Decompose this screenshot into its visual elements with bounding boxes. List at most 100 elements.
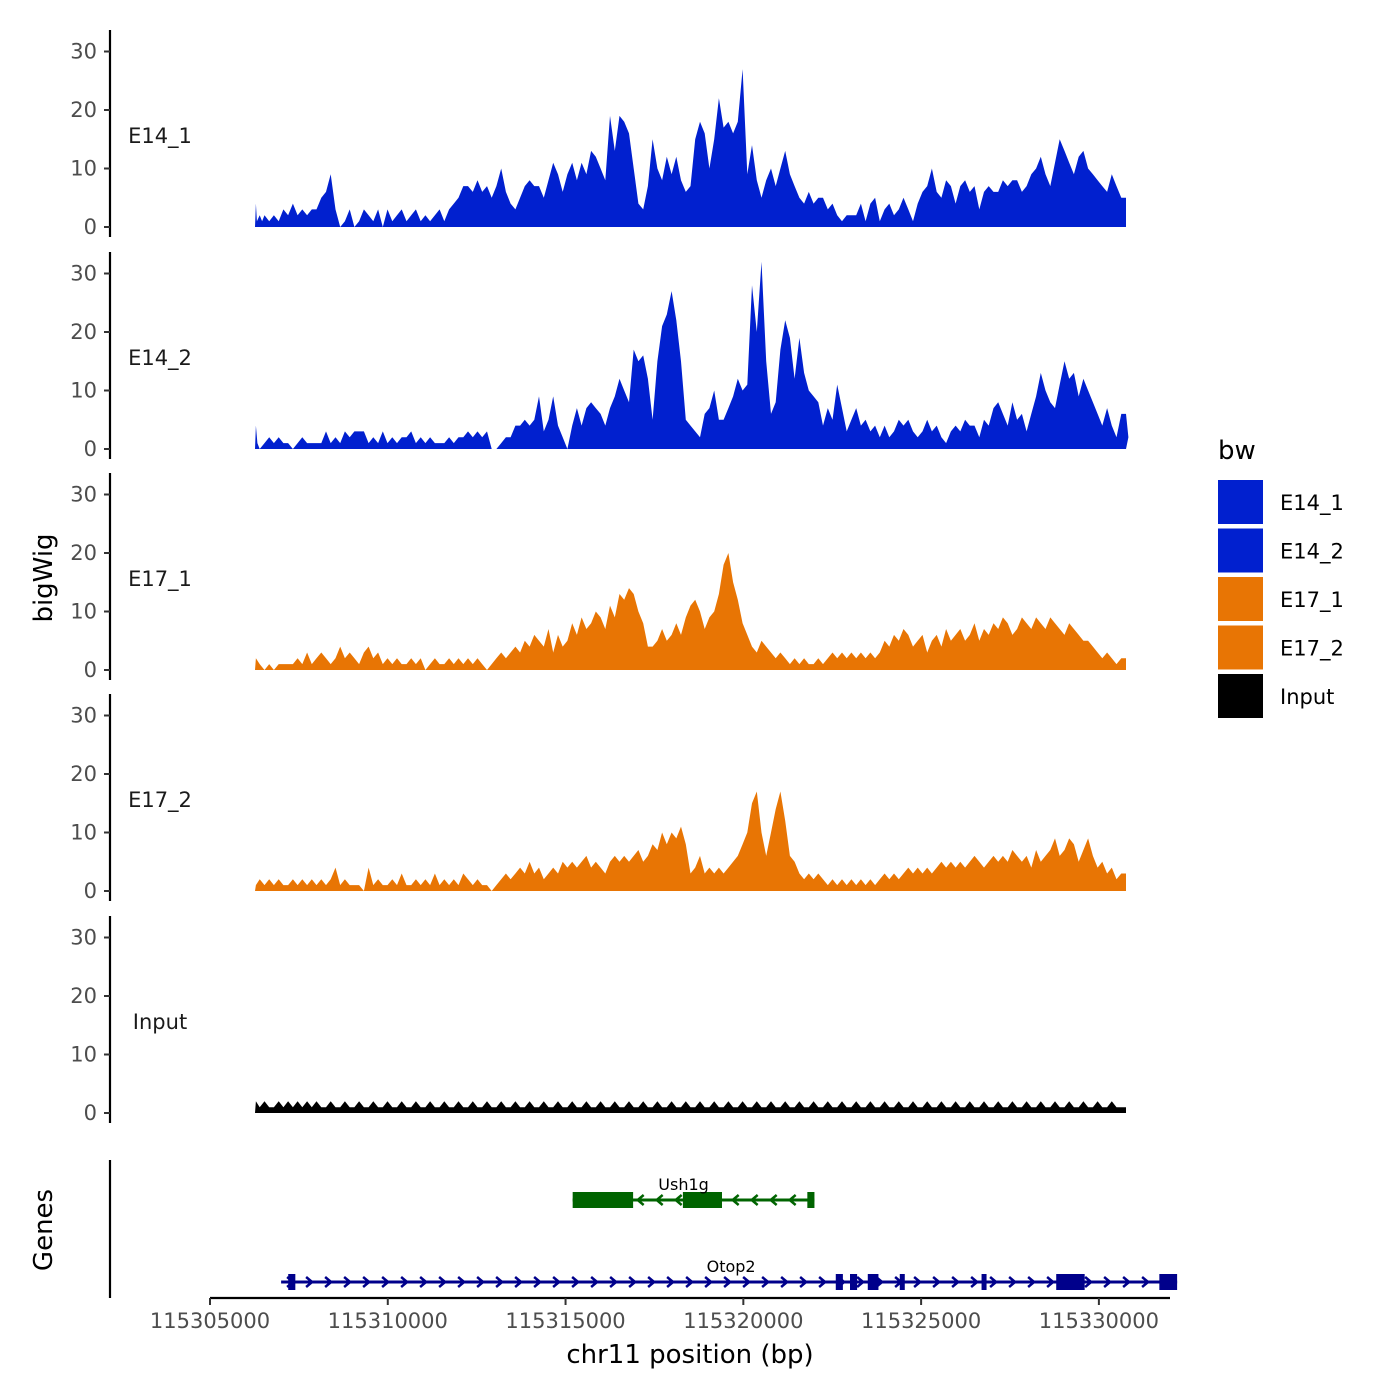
- strand-chevron: [768, 1194, 778, 1206]
- legend-swatch: [1218, 577, 1263, 621]
- strand-chevron: [438, 1276, 448, 1288]
- legend-item: E14_2: [1218, 528, 1344, 573]
- x-tick-label: 115330000: [1039, 1309, 1159, 1333]
- area-input: [255, 1101, 1126, 1113]
- y-tick-label: 0: [84, 437, 97, 461]
- strand-chevron: [1122, 1276, 1132, 1288]
- track-label: E17_1: [128, 567, 192, 592]
- y-tick-label: 20: [70, 541, 97, 565]
- legend-title: bw: [1218, 436, 1256, 466]
- track-label: E14_2: [128, 346, 192, 371]
- x-tick-label: 115305000: [150, 1309, 270, 1333]
- strand-chevron: [628, 1276, 638, 1288]
- legend-label: E17_1: [1280, 588, 1344, 613]
- strand-chevron: [324, 1276, 334, 1288]
- strand-chevron: [780, 1276, 790, 1288]
- gene-exon: [1056, 1274, 1085, 1290]
- track-e17-2: 0 10 20 30 E17_2: [70, 694, 1126, 903]
- gene-exon: [850, 1274, 858, 1290]
- legend-swatch: [1218, 625, 1263, 670]
- strand-chevron: [989, 1276, 999, 1288]
- strand-chevron: [742, 1276, 752, 1288]
- strand-chevron: [590, 1276, 600, 1288]
- strand-chevron: [609, 1276, 619, 1288]
- x-tick-label: 115320000: [683, 1309, 803, 1333]
- y-tick-label: 0: [84, 1101, 97, 1125]
- gene-exon: [981, 1274, 987, 1290]
- strand-chevron: [495, 1276, 505, 1288]
- legend-swatch: [1218, 480, 1263, 524]
- gene-label: Ush1g: [658, 1175, 709, 1194]
- strand-chevron: [476, 1276, 486, 1288]
- track-label: E17_2: [128, 788, 192, 813]
- gene-ush1g: Ush1g: [572, 1175, 815, 1208]
- strand-chevron: [799, 1276, 809, 1288]
- gene-exon: [807, 1192, 815, 1208]
- strand-chevron: [571, 1276, 581, 1288]
- track-e14-2: 0 10 20 30 E14_2: [70, 252, 1129, 461]
- x-axis-title: chr11 position (bp): [566, 1340, 813, 1370]
- strand-chevron: [970, 1276, 980, 1288]
- strand-chevron: [1046, 1276, 1056, 1288]
- strand-chevron: [761, 1276, 771, 1288]
- strand-chevron: [673, 1194, 683, 1206]
- legend-label: Input: [1280, 685, 1334, 709]
- gene-exon: [682, 1192, 722, 1208]
- y-tick-label: 20: [70, 98, 97, 122]
- y-tick-label: 0: [84, 215, 97, 239]
- gene-track: Ush1g Otop2: [108, 1160, 1178, 1298]
- x-tick-label: 115325000: [861, 1309, 981, 1333]
- legend-label: E14_2: [1280, 540, 1344, 565]
- y-tick-label: 10: [70, 600, 97, 624]
- legend-label: E14_1: [1280, 491, 1344, 516]
- gene-exon: [1159, 1274, 1178, 1290]
- strand-chevron: [913, 1276, 923, 1288]
- gene-exon: [835, 1274, 843, 1290]
- strand-chevron: [647, 1276, 657, 1288]
- y-tick-label: 10: [70, 157, 97, 181]
- y-tick-label: 30: [70, 926, 97, 950]
- legend-item: E17_2: [1218, 625, 1344, 670]
- strand-chevron: [1008, 1276, 1018, 1288]
- strand-chevron: [514, 1276, 524, 1288]
- gene-exon: [288, 1274, 296, 1290]
- strand-chevron: [654, 1194, 664, 1206]
- y-tick-label: 10: [70, 821, 97, 845]
- strand-chevron: [635, 1194, 645, 1206]
- strand-chevron: [730, 1194, 740, 1206]
- y-tick-label: 20: [70, 762, 97, 786]
- strand-chevron: [305, 1276, 315, 1288]
- strand-chevron: [749, 1194, 759, 1206]
- y-tick-label: 30: [70, 40, 97, 64]
- legend-item: Input: [1218, 674, 1334, 718]
- strand-chevron: [787, 1194, 797, 1206]
- strand-chevron: [457, 1276, 467, 1288]
- strand-chevron: [381, 1276, 391, 1288]
- y-axis-title: bigWig: [29, 533, 59, 622]
- strand-chevron: [419, 1276, 429, 1288]
- area-e14-2: [255, 261, 1129, 449]
- x-tick-label: 115315000: [505, 1309, 625, 1333]
- strand-chevron: [533, 1276, 543, 1288]
- genes-axis-title: Genes: [29, 1189, 59, 1271]
- gene-exon: [572, 1192, 634, 1208]
- track-input: 0 10 20 30 Input: [70, 916, 1126, 1125]
- x-tick-label: 115310000: [328, 1309, 448, 1333]
- gene-exon: [899, 1274, 905, 1290]
- y-tick-label: 0: [84, 658, 97, 682]
- strand-chevron: [818, 1276, 828, 1288]
- area-e14-1: [255, 69, 1126, 227]
- track-label: E14_1: [128, 124, 192, 149]
- strand-chevron: [951, 1276, 961, 1288]
- y-tick-label: 0: [84, 879, 97, 903]
- y-tick-label: 30: [70, 704, 97, 728]
- y-tick-label: 30: [70, 262, 97, 286]
- strand-chevron: [704, 1276, 714, 1288]
- y-tick-label: 10: [70, 1043, 97, 1067]
- strand-chevron: [362, 1276, 372, 1288]
- gene-exon: [867, 1274, 879, 1290]
- strand-chevron: [685, 1276, 695, 1288]
- legend: bw E14_1 E14_2 E17_1 E17_2 Input: [1218, 436, 1344, 718]
- strand-chevron: [343, 1276, 353, 1288]
- area-e17-2: [255, 791, 1126, 891]
